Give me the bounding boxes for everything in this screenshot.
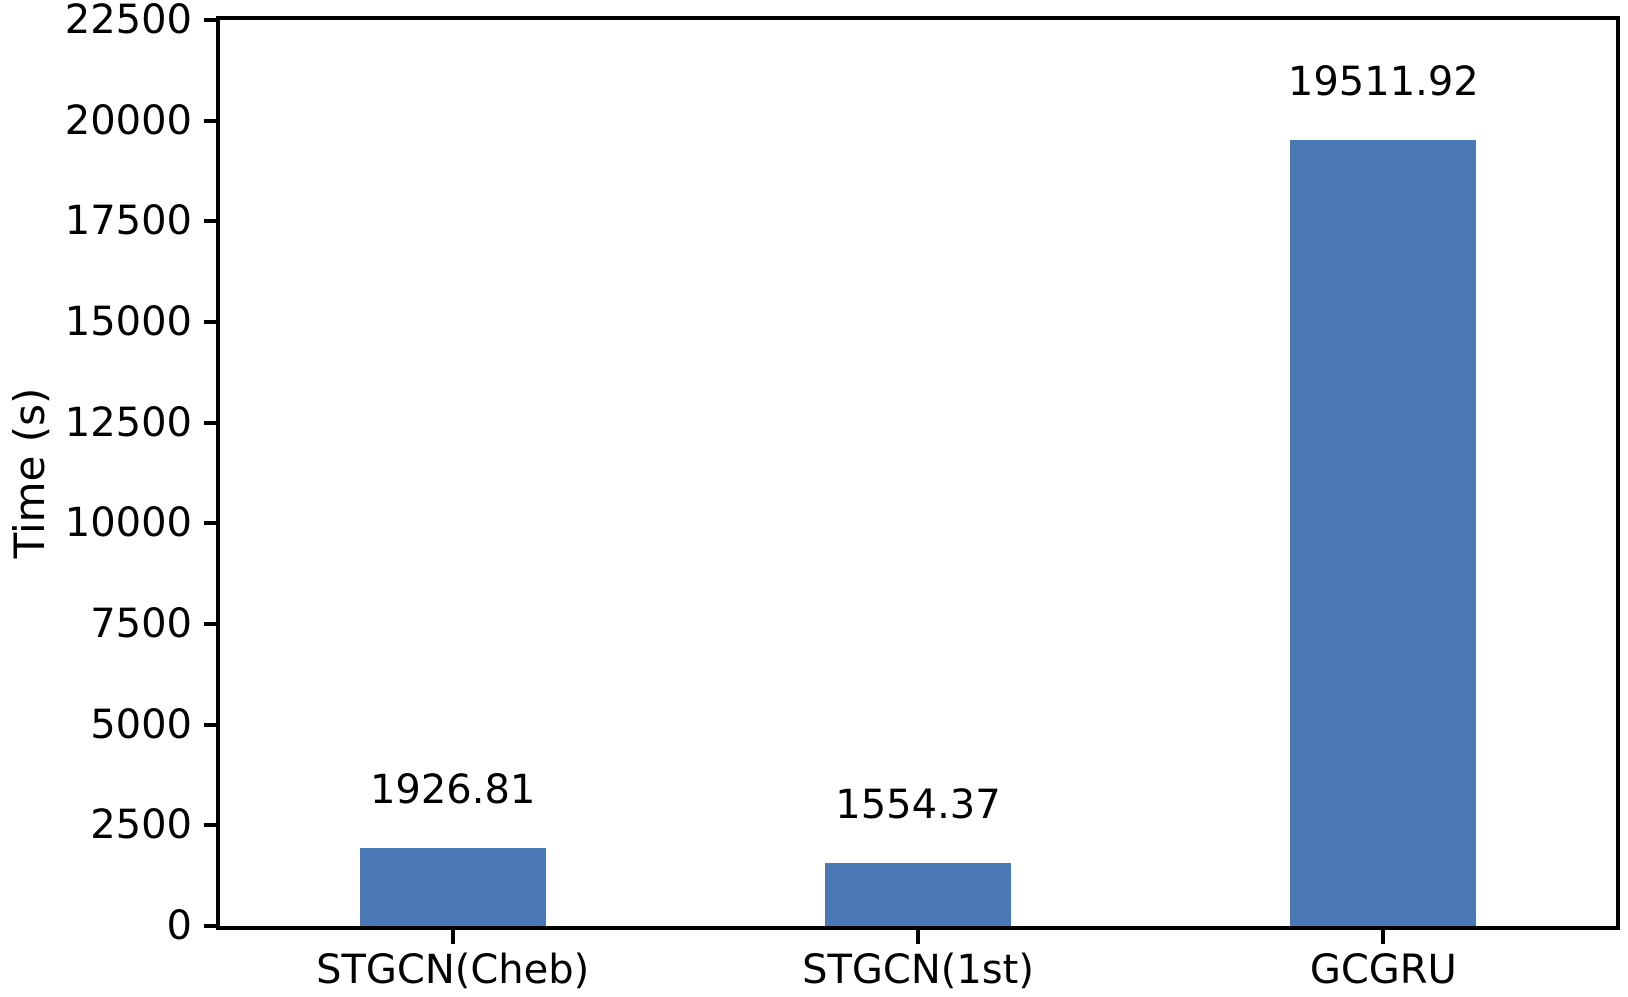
y-tick-mark: [204, 320, 218, 324]
x-tick-mark: [916, 930, 920, 944]
y-tick-label: 20000: [64, 97, 192, 144]
y-tick-mark: [204, 521, 218, 526]
bar-stgcn-1st: [824, 863, 1012, 926]
x-tick-label: STGCN(Cheb): [316, 947, 590, 993]
y-tick-mark: [204, 722, 218, 727]
y-tick-mark: [204, 924, 218, 928]
y-tick-label: 2500: [90, 802, 192, 849]
bar-stgcn-cheb: [359, 848, 546, 926]
bar-value-label: 19511.92: [1287, 59, 1479, 106]
y-tick-mark: [204, 622, 218, 626]
y-tick-mark: [204, 420, 218, 425]
y-tick-mark: [204, 219, 218, 224]
x-tick-mark: [450, 930, 455, 944]
bar-gcgru: [1290, 140, 1477, 926]
plot-area: [216, 16, 1620, 930]
y-tick-label: 5000: [90, 701, 192, 748]
y-tick-label: 12500: [64, 399, 192, 446]
y-tick-label: 7500: [90, 601, 192, 647]
y-tick-mark: [204, 18, 218, 22]
bar-value-label: 1926.81: [369, 767, 536, 814]
y-tick-mark: [204, 118, 218, 123]
y-tick-mark: [204, 823, 218, 828]
x-tick-label: STGCN(1st): [802, 947, 1034, 993]
x-tick-label: GCGRU: [1309, 947, 1457, 993]
x-tick-mark: [1381, 930, 1386, 944]
y-tick-label: 22500: [64, 0, 192, 43]
y-tick-label: 15000: [64, 299, 192, 345]
y-tick-label: 0: [166, 903, 192, 949]
bar-value-label: 1554.37: [835, 782, 1001, 829]
y-tick-label: 10000: [64, 500, 192, 547]
y-tick-label: 17500: [64, 198, 192, 245]
